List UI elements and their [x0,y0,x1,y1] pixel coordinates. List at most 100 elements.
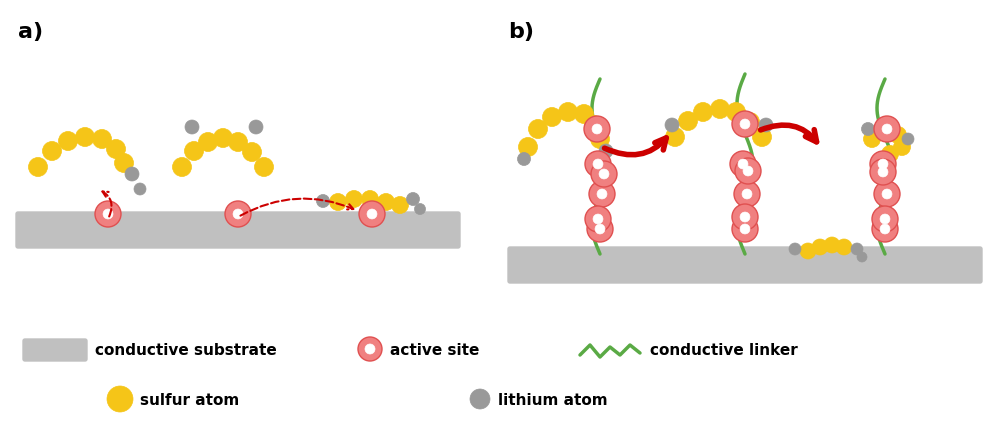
Circle shape [185,142,204,161]
Circle shape [851,243,863,255]
Circle shape [836,240,852,255]
Text: lithium atom: lithium atom [498,393,607,408]
Circle shape [870,160,896,186]
Circle shape [107,386,133,412]
Circle shape [415,204,426,215]
Circle shape [76,128,95,147]
Circle shape [726,103,745,122]
Circle shape [359,202,385,227]
Circle shape [693,103,712,122]
Circle shape [362,191,379,208]
Circle shape [528,120,547,139]
Circle shape [880,215,890,224]
Circle shape [710,100,729,119]
Circle shape [812,240,828,255]
Circle shape [585,206,611,233]
Circle shape [125,168,139,181]
Text: sulfur atom: sulfur atom [140,393,239,408]
Circle shape [740,212,750,222]
FancyBboxPatch shape [16,212,460,249]
Circle shape [590,130,609,149]
Circle shape [732,216,758,243]
Circle shape [255,158,274,177]
Circle shape [824,237,840,253]
Circle shape [584,117,610,143]
Circle shape [407,193,420,206]
Text: conductive linker: conductive linker [650,343,798,358]
Circle shape [882,125,892,135]
FancyBboxPatch shape [23,339,87,361]
Circle shape [134,184,146,196]
Circle shape [599,144,613,159]
Circle shape [367,209,377,219]
Circle shape [740,120,750,129]
Circle shape [591,162,617,187]
Circle shape [470,389,490,409]
Circle shape [330,194,347,211]
Circle shape [29,158,48,177]
Circle shape [732,112,758,138]
Circle shape [517,153,530,166]
Circle shape [732,205,758,230]
Text: active site: active site [390,343,480,358]
Circle shape [872,206,898,233]
Circle shape [518,138,537,157]
Circle shape [585,152,611,178]
Text: b): b) [508,22,534,42]
Circle shape [738,160,748,169]
Circle shape [665,119,679,133]
Circle shape [800,243,816,259]
Circle shape [107,140,126,159]
Text: conductive substrate: conductive substrate [95,343,277,358]
Circle shape [173,158,192,177]
Circle shape [593,160,603,169]
Circle shape [870,152,896,178]
Circle shape [317,195,330,208]
Circle shape [592,125,602,135]
Circle shape [893,139,910,156]
Circle shape [392,197,409,214]
Circle shape [229,133,248,152]
Circle shape [43,142,62,161]
Circle shape [595,224,605,234]
Circle shape [752,128,771,147]
Circle shape [589,181,615,208]
Circle shape [874,117,900,143]
Circle shape [878,168,888,178]
Circle shape [861,123,874,136]
Circle shape [877,121,894,138]
Circle shape [740,224,750,234]
Circle shape [542,108,561,127]
Circle shape [365,344,375,354]
Circle shape [93,130,112,149]
Circle shape [233,209,243,219]
Circle shape [730,152,756,178]
Circle shape [735,159,761,184]
Circle shape [874,181,900,208]
Circle shape [743,167,753,177]
Circle shape [789,243,801,255]
Circle shape [599,170,609,179]
Circle shape [872,216,898,243]
Circle shape [243,143,262,162]
Circle shape [346,191,363,208]
Circle shape [199,133,218,152]
Text: a): a) [18,22,43,42]
Circle shape [249,121,263,135]
Circle shape [115,154,134,173]
Circle shape [880,224,890,234]
Circle shape [597,190,607,200]
Circle shape [863,131,880,148]
FancyBboxPatch shape [508,247,982,283]
Circle shape [584,116,603,135]
Circle shape [558,103,577,122]
Circle shape [882,190,892,200]
Circle shape [878,160,888,169]
Circle shape [759,119,773,133]
Circle shape [214,129,233,148]
Circle shape [881,146,898,163]
Circle shape [889,127,906,144]
Circle shape [678,112,697,131]
Circle shape [734,181,760,208]
Circle shape [95,202,121,227]
